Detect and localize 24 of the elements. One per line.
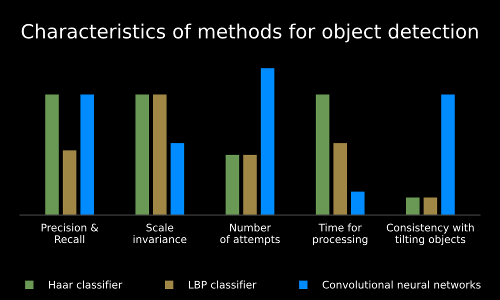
x-tick-label: Precision & Recall <box>42 223 98 244</box>
bar <box>62 150 76 216</box>
bar <box>153 94 167 216</box>
x-tick-label: Number of attempts <box>220 223 280 246</box>
bar <box>226 154 240 216</box>
bar <box>80 94 94 216</box>
bar <box>243 154 257 216</box>
legend-label: Haar classifier <box>49 280 122 289</box>
bar <box>170 143 184 216</box>
x-tick-label: Time for processing <box>313 223 368 246</box>
bar <box>441 94 455 216</box>
legend-label: LBP classifier <box>188 280 256 289</box>
bar <box>333 143 347 216</box>
bar <box>316 94 330 216</box>
bar <box>135 94 149 216</box>
bar <box>45 94 59 216</box>
bar <box>351 192 365 216</box>
x-tick-label: Consistency with tilting objects <box>386 223 474 246</box>
bar <box>260 68 274 216</box>
legend-label: Convolutional neural networks <box>322 280 481 289</box>
x-tick-label: Scale invariance <box>134 223 186 244</box>
bar <box>424 197 438 216</box>
bar <box>406 197 420 216</box>
chart-title: Characteristics of methods for object detection <box>22 24 478 42</box>
